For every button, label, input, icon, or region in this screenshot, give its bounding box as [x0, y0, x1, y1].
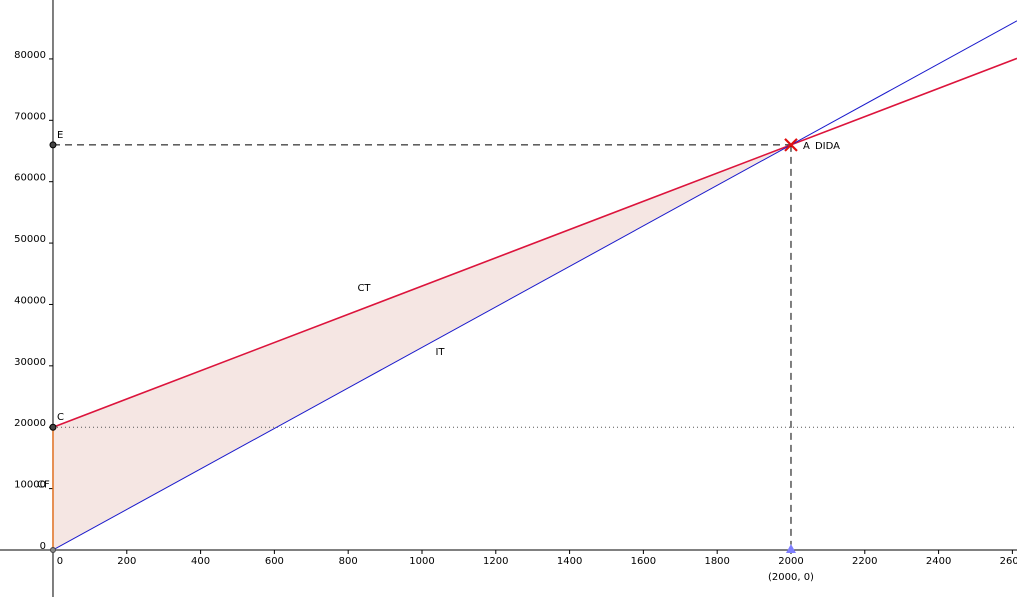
x-tick-label: 1000 — [409, 556, 434, 567]
line-0 — [52, 57, 1017, 428]
point — [49, 423, 57, 431]
x-tick-label: 200 — [117, 556, 136, 567]
x-tick-label: 400 — [191, 556, 210, 567]
origin-point — [49, 546, 56, 553]
x-tick-label: 0 — [57, 556, 63, 567]
y-tick-label: 30000 — [14, 357, 46, 368]
y-tick-label: 60000 — [14, 173, 46, 184]
point-label: C — [57, 412, 64, 423]
y-tick-label: 20000 — [14, 418, 46, 429]
x-tick-label: 2400 — [926, 556, 951, 567]
point-label: A — [803, 141, 810, 152]
x-tick-label: 1600 — [631, 556, 656, 567]
x-tick-label: 800 — [339, 556, 358, 567]
x-tick-label: 1800 — [704, 556, 729, 567]
annotation: DIDA — [815, 141, 840, 152]
y-tick-label: 50000 — [14, 234, 46, 245]
y-tick-label: 70000 — [14, 111, 46, 122]
point — [49, 141, 57, 149]
x-tick-label: 1200 — [483, 556, 508, 567]
point-label: E — [57, 130, 63, 141]
y-tick-label: 10000 — [14, 480, 46, 491]
y-tick-label: 80000 — [14, 50, 46, 61]
x-tick-label: 600 — [265, 556, 284, 567]
point-cross — [784, 138, 798, 152]
y-tick-label: 0 — [40, 541, 46, 552]
line-label: CT — [357, 283, 371, 294]
foot-label: (2000, 0) — [768, 572, 814, 583]
x-tick-label: 2200 — [852, 556, 877, 567]
line-1 — [52, 20, 1017, 551]
y-tick-label: 40000 — [14, 295, 46, 306]
cf-label: CF — [37, 480, 50, 491]
x-tick-label: 2000 — [778, 556, 803, 567]
x-tick-label: 1400 — [557, 556, 582, 567]
foot-marker — [785, 543, 796, 553]
line-label: IT — [435, 347, 445, 358]
